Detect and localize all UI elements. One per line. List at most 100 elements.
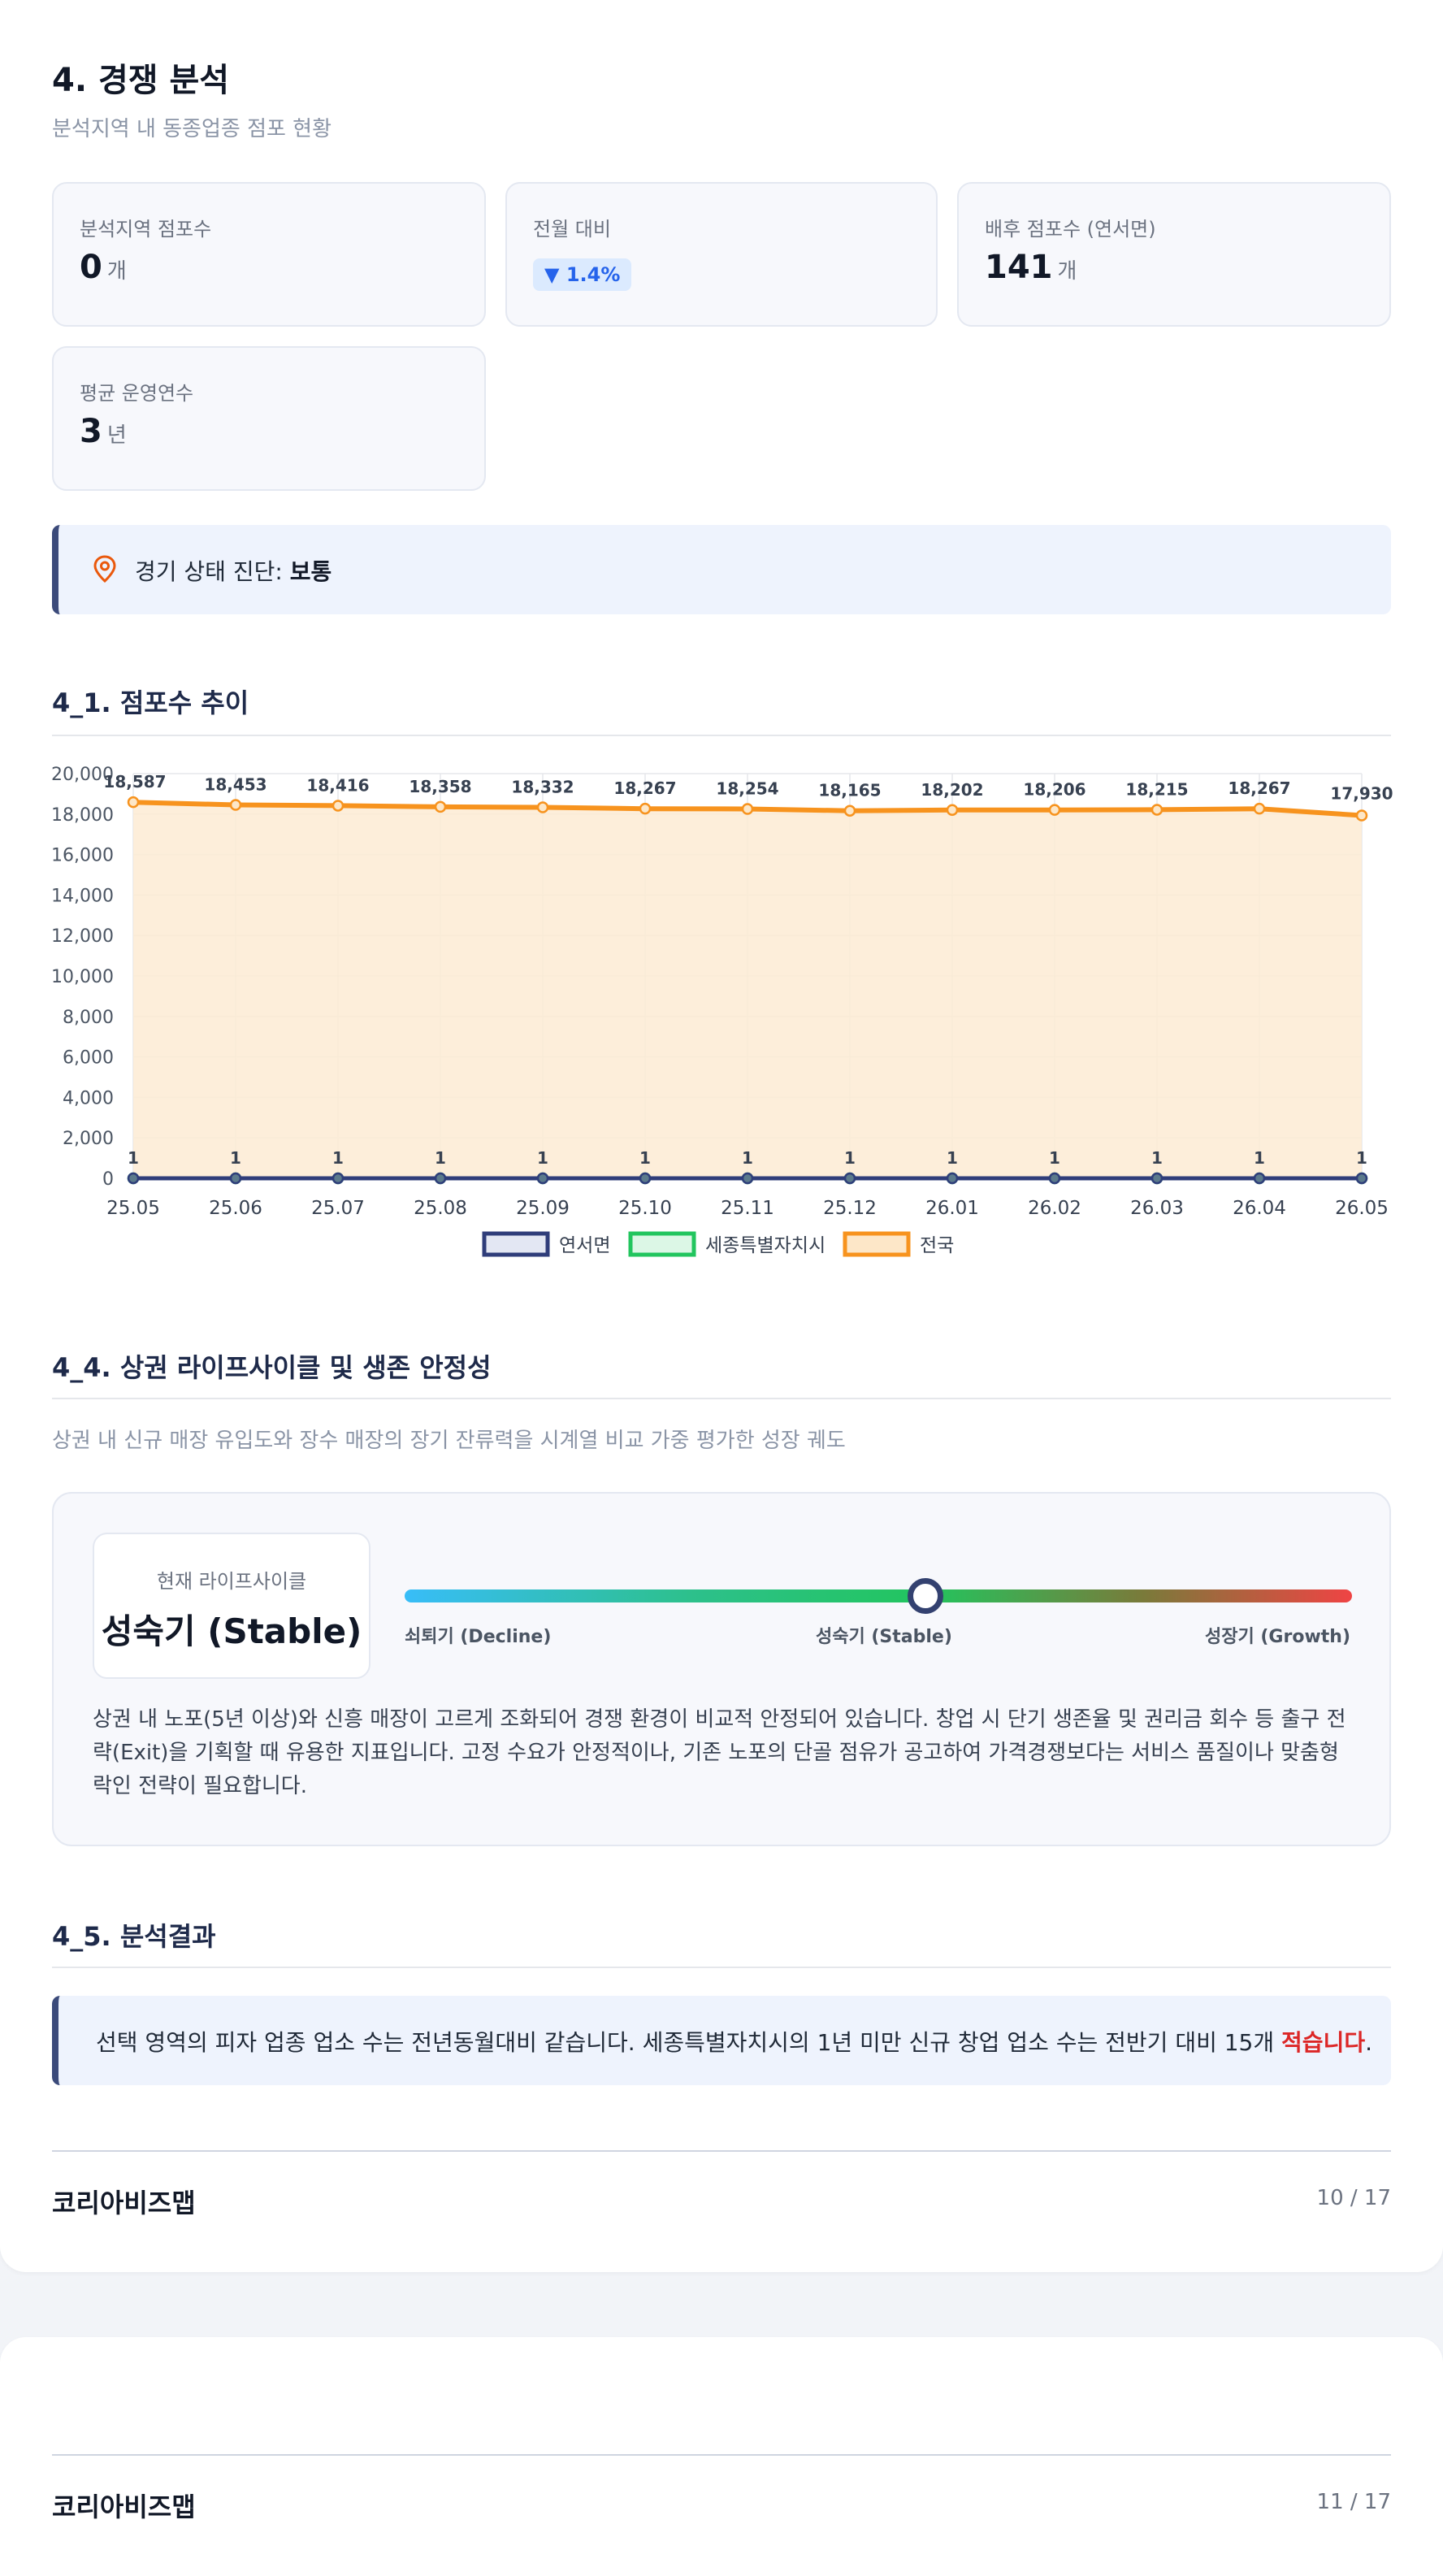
- current-lifecycle-card: 현재 라이프사이클 성숙기 (Stable): [93, 1533, 370, 1679]
- x-tick-label: 26.03: [1130, 1198, 1184, 1219]
- data-point: [843, 804, 856, 817]
- legend-label: 전국: [920, 1235, 954, 1256]
- diagnosis-text: 경기 상태 진단: 보통: [135, 558, 332, 585]
- kpi-label: 배후 점포수 (연서면): [985, 218, 1156, 241]
- data-label: 1: [332, 1148, 344, 1168]
- y-tick-label: 20,000: [51, 765, 114, 785]
- data-point: [434, 1172, 447, 1185]
- data-point: [741, 1172, 754, 1185]
- lifecycle-section-title: 4_4. 상권 라이프사이클 및 생존 안정성: [52, 1352, 492, 1383]
- lifecycle-panel: 현재 라이프사이클 성숙기 (Stable) 쇠퇴기 (Decline) 성숙기…: [52, 1492, 1391, 1846]
- current-lifecycle-value: 성숙기 (Stable): [101, 1611, 362, 1651]
- data-label: 1: [639, 1148, 651, 1168]
- x-tick-label: 25.06: [209, 1198, 262, 1219]
- x-tick-label: 26.02: [1028, 1198, 1081, 1219]
- x-tick-label: 25.08: [414, 1198, 467, 1219]
- x-tick-label: 25.05: [106, 1198, 160, 1219]
- lifecycle-gauge: [405, 1589, 1352, 1602]
- data-point: [127, 1172, 140, 1185]
- data-point: [332, 800, 344, 812]
- data-label: 18,206: [1023, 780, 1086, 800]
- kpi-value: 141 개: [985, 249, 1077, 286]
- change-badge: ▼ 1.4%: [533, 258, 632, 291]
- report-page-11: 코리아비즈맵 11 / 17: [0, 2337, 1443, 2576]
- divider: [52, 1967, 1391, 1968]
- data-label: 1: [1356, 1148, 1367, 1168]
- footer-divider: [52, 2454, 1391, 2456]
- kpi-label: 분석지역 점포수: [80, 218, 212, 241]
- x-tick-label: 25.10: [618, 1198, 672, 1219]
- data-point: [741, 803, 754, 815]
- y-tick-label: 0: [102, 1169, 114, 1190]
- data-point: [332, 1172, 344, 1185]
- data-point: [536, 1172, 549, 1185]
- kpi-card-mom-change: 전월 대비 ▼ 1.4%: [505, 182, 938, 327]
- y-tick-label: 10,000: [51, 967, 114, 987]
- y-tick-label: 8,000: [63, 1008, 114, 1028]
- data-point: [639, 1172, 652, 1185]
- data-label: 1: [844, 1148, 856, 1168]
- kpi-label: 전월 대비: [533, 218, 611, 241]
- lifecycle-gauge-marker: [908, 1578, 944, 1614]
- data-point: [1150, 1172, 1164, 1185]
- gauge-label-decline: 쇠퇴기 (Decline): [405, 1627, 552, 1647]
- data-label: 1: [947, 1148, 958, 1168]
- data-point: [229, 799, 242, 811]
- divider: [52, 735, 1391, 736]
- y-tick-label: 16,000: [51, 846, 114, 866]
- data-label: 18,215: [1125, 779, 1188, 799]
- data-point: [946, 1172, 959, 1185]
- data-label: 1: [435, 1148, 446, 1168]
- data-label: 18,254: [716, 778, 778, 798]
- map-pin-icon: [93, 555, 116, 583]
- legend-swatch: [482, 1231, 550, 1257]
- data-label: 18,202: [921, 780, 983, 800]
- legend-swatch: [843, 1231, 911, 1257]
- gauge-label-stable: 성숙기 (Stable): [816, 1627, 952, 1647]
- data-point: [1355, 1172, 1368, 1185]
- x-tick-label: 26.04: [1233, 1198, 1286, 1219]
- x-tick-label: 25.09: [516, 1198, 570, 1219]
- result-highlight: 적습니다: [1281, 2029, 1366, 2056]
- current-lifecycle-label: 현재 라이프사이클: [156, 1570, 307, 1593]
- data-label: 1: [742, 1148, 753, 1168]
- kpi-card-hinterland: 배후 점포수 (연서면) 141 개: [957, 182, 1391, 327]
- data-label: 18,165: [818, 781, 881, 800]
- y-tick-label: 14,000: [51, 886, 114, 906]
- footer-divider: [52, 2150, 1391, 2152]
- result-section-title: 4_5. 분석결과: [52, 1921, 216, 1952]
- data-point: [843, 1172, 856, 1185]
- x-tick-label: 26.01: [925, 1198, 979, 1219]
- data-label: 18,416: [306, 775, 369, 795]
- store-count-trend-chart: 0 2,000 4,000 6,000 8,000 10,000 12,000 14,000 1…: [51, 765, 1393, 1257]
- data-point: [1048, 804, 1061, 816]
- page-number: 11 / 17: [1316, 2490, 1391, 2514]
- data-label: 1: [230, 1148, 241, 1168]
- data-label: 1: [128, 1148, 139, 1168]
- data-point: [1150, 804, 1164, 816]
- data-label: 18,267: [1228, 778, 1290, 798]
- data-label: 18,587: [103, 772, 166, 791]
- data-point: [229, 1172, 242, 1185]
- data-label: 18,453: [204, 775, 266, 795]
- data-label: 1: [1049, 1148, 1060, 1168]
- data-label: 1: [1151, 1148, 1163, 1168]
- legend-swatch: [628, 1231, 696, 1257]
- gauge-label-growth: 성장기 (Growth): [1204, 1627, 1350, 1647]
- result-box: 선택 영역의 피자 업종 업소 수는 전년동월대비 같습니다. 세종특별자치시의…: [52, 1996, 1391, 2085]
- lifecycle-subtitle: 상권 내 신규 매장 유입도와 장수 매장의 장기 잔류력을 시계열 비교 가중…: [52, 1429, 846, 1453]
- kpi-label: 평균 운영연수: [80, 382, 194, 405]
- data-label: 1: [537, 1148, 548, 1168]
- y-tick-label: 6,000: [63, 1048, 114, 1069]
- y-tick-label: 12,000: [51, 926, 114, 947]
- section-subtitle: 분석지역 내 동종업종 점포 현황: [52, 117, 332, 141]
- footer-brand: 코리아비즈맵: [52, 2188, 196, 2218]
- data-label: 1: [1254, 1148, 1265, 1168]
- y-tick-label: 2,000: [63, 1129, 114, 1149]
- footer-brand: 코리아비즈맵: [52, 2491, 196, 2522]
